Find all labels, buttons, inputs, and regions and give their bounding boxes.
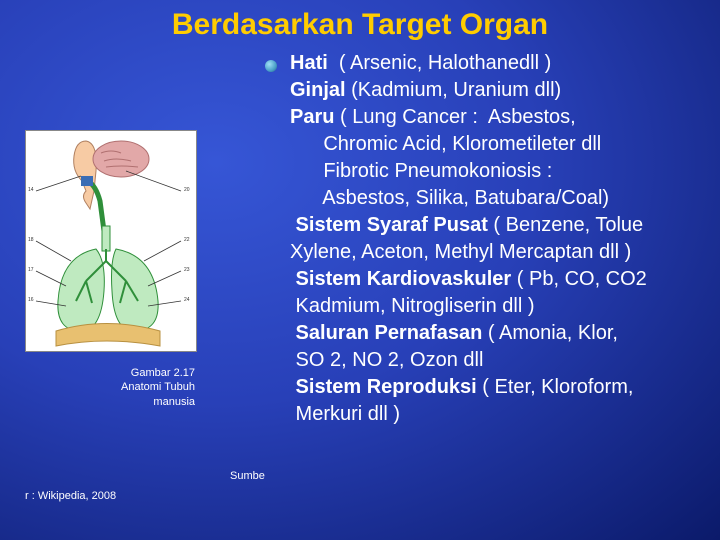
content-bold: Ginjal (290, 79, 346, 101)
content-rest: Asbestos, Silika, Batubara/Coal) (290, 187, 609, 209)
content-line: SO 2, NO 2, Ozon dll (290, 347, 720, 374)
content-bold: Saluran Pernafasan (290, 322, 482, 344)
content-line: Xylene, Aceton, Methyl Mercaptan dll ) (290, 239, 720, 266)
source-label: r : Wikipedia, 2008 (25, 490, 116, 502)
content-line: Ginjal (Kadmium, Uranium dll) (290, 77, 720, 104)
content-line: Paru ( Lung Cancer : Asbestos, (290, 104, 720, 131)
content-bold: Paru (290, 106, 334, 128)
content-rest: SO 2, NO 2, Ozon dll (290, 349, 483, 371)
bullet-icon (265, 60, 277, 72)
content-rest: Kadmium, Nitrogliserin dll ) (290, 295, 535, 317)
content-line: Hati ( Arsenic, Halothanedll ) (290, 50, 720, 77)
sumbe-label: Sumbe (230, 470, 265, 482)
content-rest: ( Eter, Kloroform, (477, 376, 634, 398)
svg-text:22: 22 (184, 237, 190, 243)
svg-text:17: 17 (28, 267, 34, 273)
figure-caption: Gambar 2.17 Anatomi Tubuh manusia (25, 366, 195, 409)
content-rest: ( Pb, CO, CO2 (511, 268, 647, 290)
caption-line2: Anatomi Tubuh (25, 380, 195, 394)
content-bold: Sistem Reproduksi (290, 376, 477, 398)
figure-area: 14 18 17 16 20 22 23 24 Gambar 2.17 Anat… (25, 130, 195, 409)
content-text: Hati ( Arsenic, Halothanedll )Ginjal (Ka… (290, 50, 720, 428)
content-line: Merkuri dll ) (290, 401, 720, 428)
content-line: Saluran Pernafasan ( Amonia, Klor, (290, 320, 720, 347)
content-rest: Xylene, Aceton, Methyl Mercaptan dll ) (290, 241, 631, 263)
content-rest: ( Arsenic, Halothanedll ) (328, 52, 551, 74)
anatomy-diagram: 14 18 17 16 20 22 23 24 (25, 130, 197, 352)
svg-text:16: 16 (28, 297, 34, 303)
content-line: Asbestos, Silika, Batubara/Coal) (290, 185, 720, 212)
content-bold: Hati (290, 52, 328, 74)
content-line: Kadmium, Nitrogliserin dll ) (290, 293, 720, 320)
content-bold: Sistem Syaraf Pusat (290, 214, 488, 236)
content-rest: ( Lung Cancer : Asbestos, (334, 106, 575, 128)
content-rest: Merkuri dll ) (290, 403, 400, 425)
content-line: Fibrotic Pneumokoniosis : (290, 158, 720, 185)
svg-text:20: 20 (184, 187, 190, 193)
content-bold: Sistem Kardiovaskuler (290, 268, 511, 290)
content-line: Chromic Acid, Klorometileter dll (290, 131, 720, 158)
content-rest: (Kadmium, Uranium dll) (346, 79, 562, 101)
content-line: Sistem Reproduksi ( Eter, Kloroform, (290, 374, 720, 401)
content-rest: Chromic Acid, Klorometileter dll (290, 133, 601, 155)
svg-text:14: 14 (28, 187, 34, 193)
content-rest: Fibrotic Pneumokoniosis : (290, 160, 552, 182)
svg-text:23: 23 (184, 267, 190, 273)
content-line: Sistem Syaraf Pusat ( Benzene, Tolue (290, 212, 720, 239)
content-rest: ( Amonia, Klor, (482, 322, 618, 344)
caption-line1: Gambar 2.17 (25, 366, 195, 380)
svg-text:18: 18 (28, 237, 34, 243)
slide-title: Berdasarkan Target Organ (0, 8, 720, 42)
content-line: Sistem Kardiovaskuler ( Pb, CO, CO2 (290, 266, 720, 293)
content-rest: ( Benzene, Tolue (488, 214, 643, 236)
caption-line3: manusia (25, 395, 195, 409)
svg-text:24: 24 (184, 297, 190, 303)
